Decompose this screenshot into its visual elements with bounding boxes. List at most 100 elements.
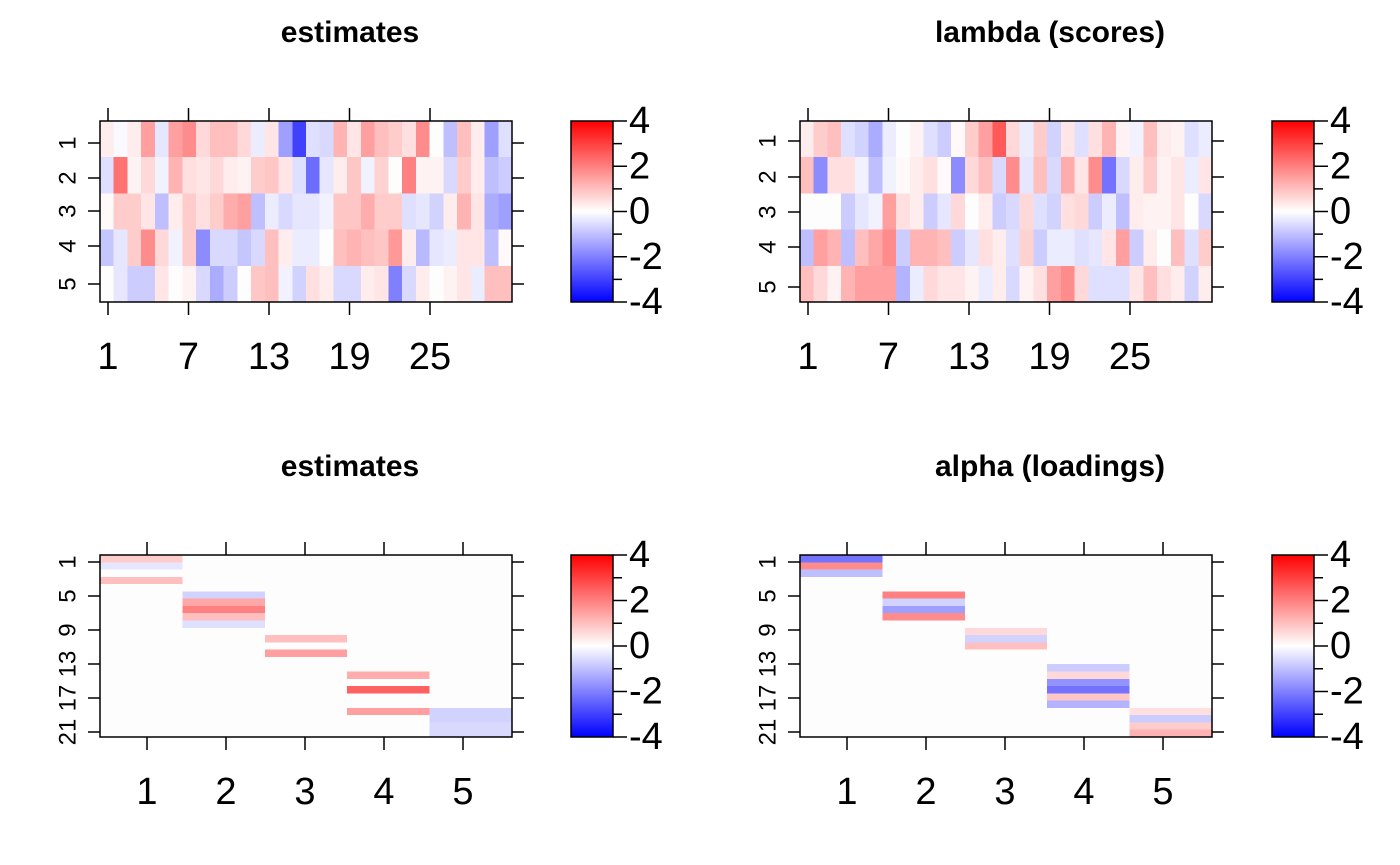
heatmap-cell xyxy=(182,649,266,658)
heatmap-cell xyxy=(978,121,993,158)
x-tick-label: 1 xyxy=(797,336,818,378)
heatmap-cell xyxy=(319,229,335,267)
heatmap-cell xyxy=(1047,576,1131,585)
heatmap-cell xyxy=(1047,729,1131,738)
heatmap-cell xyxy=(347,627,431,636)
heatmap-cell xyxy=(429,707,513,716)
heatmap-cell xyxy=(237,121,252,158)
heatmap-cell xyxy=(800,613,883,622)
heatmap-cell xyxy=(347,598,431,607)
heatmap-cell xyxy=(360,265,376,303)
heatmap-cell xyxy=(882,584,966,592)
heatmap-cell xyxy=(1047,715,1131,724)
heatmap-cell xyxy=(964,620,1048,629)
heatmap-cell xyxy=(964,569,1048,578)
heatmap-cell xyxy=(800,121,815,158)
heatmap-cell xyxy=(182,555,266,563)
heatmap-cell xyxy=(1129,605,1213,614)
heatmap-cell xyxy=(264,121,280,158)
heatmap-cell xyxy=(800,229,815,267)
heatmap-cell xyxy=(882,591,966,600)
heatmap-cell xyxy=(841,121,856,158)
heatmap-cell xyxy=(1033,157,1048,194)
heatmap-cell xyxy=(402,229,417,267)
heatmap-cell xyxy=(1157,193,1172,231)
heatmap-cell xyxy=(470,121,486,158)
heatmap-cell xyxy=(306,193,321,231)
heatmap-cell xyxy=(484,229,499,267)
heatmap-cell xyxy=(347,686,431,694)
heatmap-cell xyxy=(882,700,966,709)
heatmap-cell xyxy=(182,613,266,622)
heatmap-cell xyxy=(100,627,183,636)
heatmap-cell xyxy=(1184,229,1199,267)
heatmap-cell xyxy=(1019,193,1035,231)
heatmap-cell xyxy=(951,157,966,194)
heatmap-cell xyxy=(347,591,431,600)
heatmap-cell xyxy=(182,678,266,687)
heatmap-cell xyxy=(100,715,183,724)
heatmap-cell xyxy=(800,729,883,738)
heatmap-cell xyxy=(1019,265,1035,303)
heatmap-cell xyxy=(264,700,348,709)
heatmap-cell xyxy=(1129,700,1213,709)
heatmap-cell xyxy=(347,656,431,665)
heatmap-cell xyxy=(800,635,883,643)
plot-frame xyxy=(99,554,513,738)
heatmap-cell xyxy=(854,229,870,267)
heatmap-cell xyxy=(429,722,513,731)
heatmap-cell xyxy=(278,229,293,267)
heatmap-cell xyxy=(1129,707,1213,716)
heatmap-cell xyxy=(264,555,348,563)
heatmap-cell xyxy=(360,193,376,231)
heatmap-cell xyxy=(964,627,1048,636)
heatmap-cell xyxy=(292,265,307,303)
heatmap-cell xyxy=(347,605,431,614)
heatmap-cell xyxy=(1170,121,1186,158)
heatmap-cell xyxy=(1006,265,1021,303)
heatmap-cell xyxy=(1129,569,1213,578)
heatmap-cell xyxy=(333,121,348,158)
heatmap-cell xyxy=(923,265,938,303)
heatmap-cell xyxy=(429,642,513,651)
heatmap-cell xyxy=(168,193,183,231)
heatmap-cell xyxy=(347,664,431,673)
heatmap-cell xyxy=(1129,722,1213,731)
heatmap-cell xyxy=(347,613,431,622)
heatmap-cell xyxy=(100,671,183,680)
heatmap-cell xyxy=(347,555,431,563)
heatmap-cell xyxy=(964,605,1048,614)
colorbar-tick-label: -2 xyxy=(629,671,663,713)
heatmap-cell xyxy=(882,627,966,636)
heatmap-cell xyxy=(1129,229,1144,267)
heatmap-cell xyxy=(251,265,266,303)
heatmap-cell xyxy=(813,229,829,267)
heatmap-cell xyxy=(498,193,513,231)
heatmap-cell xyxy=(1047,707,1131,716)
heatmap-cell xyxy=(415,121,431,158)
heatmap-cell xyxy=(1115,121,1131,158)
heatmap-cell xyxy=(1047,700,1131,709)
colorbar-tick-label: 2 xyxy=(629,145,650,187)
heatmap-cell xyxy=(882,686,966,694)
heatmap-cell xyxy=(1047,229,1062,267)
colorbar-tick-label: -4 xyxy=(1330,281,1364,323)
heatmap-cell xyxy=(292,229,307,267)
heatmap-cell xyxy=(1088,265,1103,303)
heatmap-cell xyxy=(978,265,993,303)
heatmap-cell xyxy=(264,686,348,694)
heatmap-cell xyxy=(1006,157,1021,194)
heatmap-cell xyxy=(429,635,513,643)
heatmap-cell xyxy=(182,591,266,600)
heatmap-cell xyxy=(1198,229,1213,267)
heatmap-cell xyxy=(429,671,513,680)
heatmap-cell xyxy=(100,678,183,687)
heatmap-cell xyxy=(100,265,115,303)
heatmap-cell xyxy=(278,193,293,231)
heatmap-cell xyxy=(347,620,431,629)
heatmap-cell xyxy=(347,635,431,643)
heatmap-cell xyxy=(319,121,335,158)
heatmap-cell xyxy=(1074,229,1089,267)
heatmap-cell xyxy=(402,193,417,231)
